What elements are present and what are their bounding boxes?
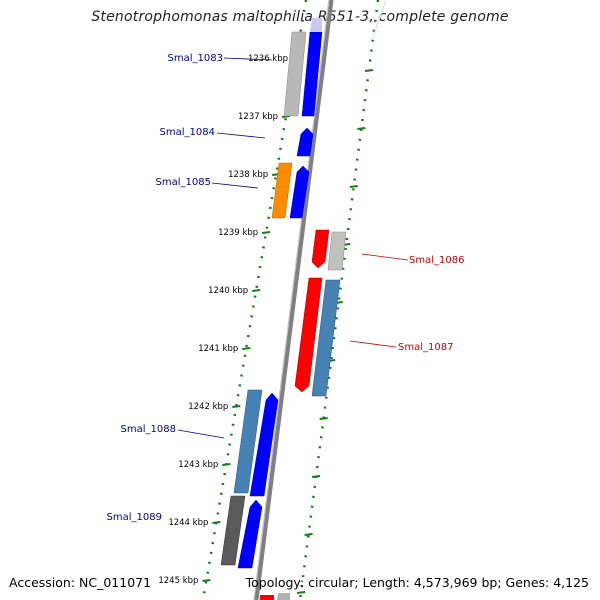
cds-blue-1088[interactable] <box>249 392 279 497</box>
tick-mark-right <box>357 127 366 130</box>
tick-label: 1239 kbp <box>218 228 258 238</box>
tick-label: 1242 kbp <box>188 402 228 412</box>
gene-label-smal-1084[interactable]: Smal_1084 <box>160 127 215 138</box>
tick-mark-left <box>232 405 241 408</box>
gene-gray-partial[interactable] <box>277 593 290 600</box>
gene-steel-1088[interactable] <box>233 389 263 494</box>
gene-gray-1086[interactable] <box>327 231 347 271</box>
tick-label: 1237 kbp <box>238 112 278 122</box>
tick-mark-right <box>364 69 374 72</box>
gene-label-smal-1083[interactable]: Smal_1083 <box>168 53 223 64</box>
tick-label: 1238 kbp <box>228 170 268 180</box>
tick-label: 1241 kbp <box>198 344 238 354</box>
cds-blue-1089[interactable] <box>237 499 263 569</box>
label-leaders <box>177 57 409 439</box>
map-title: Stenotrophomonas maltophilia R551-3, com… <box>91 9 509 25</box>
cds-red-partial[interactable] <box>260 595 274 600</box>
tick-mark-right <box>304 533 313 536</box>
gene-label-smal-1085[interactable]: Smal_1085 <box>156 177 211 188</box>
right-scale-ring <box>298 0 380 600</box>
accession-text: Accession: NC_011071 <box>9 575 152 590</box>
cds-blue-1085[interactable] <box>289 165 310 219</box>
tick-mark-left <box>242 347 251 350</box>
tick-mark-left <box>222 463 231 466</box>
tick-mark-right <box>311 475 321 478</box>
outer-light-ring <box>371 0 387 41</box>
gene-dark-1089[interactable] <box>220 495 246 566</box>
tick-mark-right <box>319 417 328 420</box>
tick-label: 1236 kbp <box>248 54 288 64</box>
tick-mark-right <box>296 591 306 594</box>
top-pale-marker <box>310 18 322 32</box>
tick-label: 1243 kbp <box>178 460 218 470</box>
gene-label-smal-1087[interactable]: Smal_1087 <box>398 342 453 353</box>
cds-red-1087[interactable] <box>294 277 323 393</box>
tick-mark-right <box>349 185 358 188</box>
genome-summary-text: Topology: circular; Length: 4,573,969 bp… <box>245 575 589 590</box>
gene-steel-1087[interactable] <box>311 279 341 397</box>
backbone-highlight <box>253 0 330 600</box>
gene-label-smal-1088[interactable]: Smal_1088 <box>121 424 176 435</box>
gene-gray-1083[interactable] <box>283 31 307 117</box>
gene-label-smal-1086[interactable]: Smal_1086 <box>409 255 464 266</box>
tick-label: 1244 kbp <box>168 518 208 528</box>
tick-label: 1245 kbp <box>158 576 198 586</box>
cds-blue-1084[interactable] <box>296 127 314 157</box>
gene-orange-1085[interactable] <box>271 162 293 219</box>
tick-mark-left <box>202 579 211 582</box>
tick-mark-left <box>252 289 261 292</box>
gene-label-smal-1089[interactable]: Smal_1089 <box>107 512 162 523</box>
tick-mark-left <box>212 521 221 524</box>
tick-label: 1240 kbp <box>208 286 248 296</box>
cds-red-1086[interactable] <box>311 229 330 269</box>
tick-mark-left <box>262 231 271 234</box>
genome-backbone <box>253 0 334 600</box>
